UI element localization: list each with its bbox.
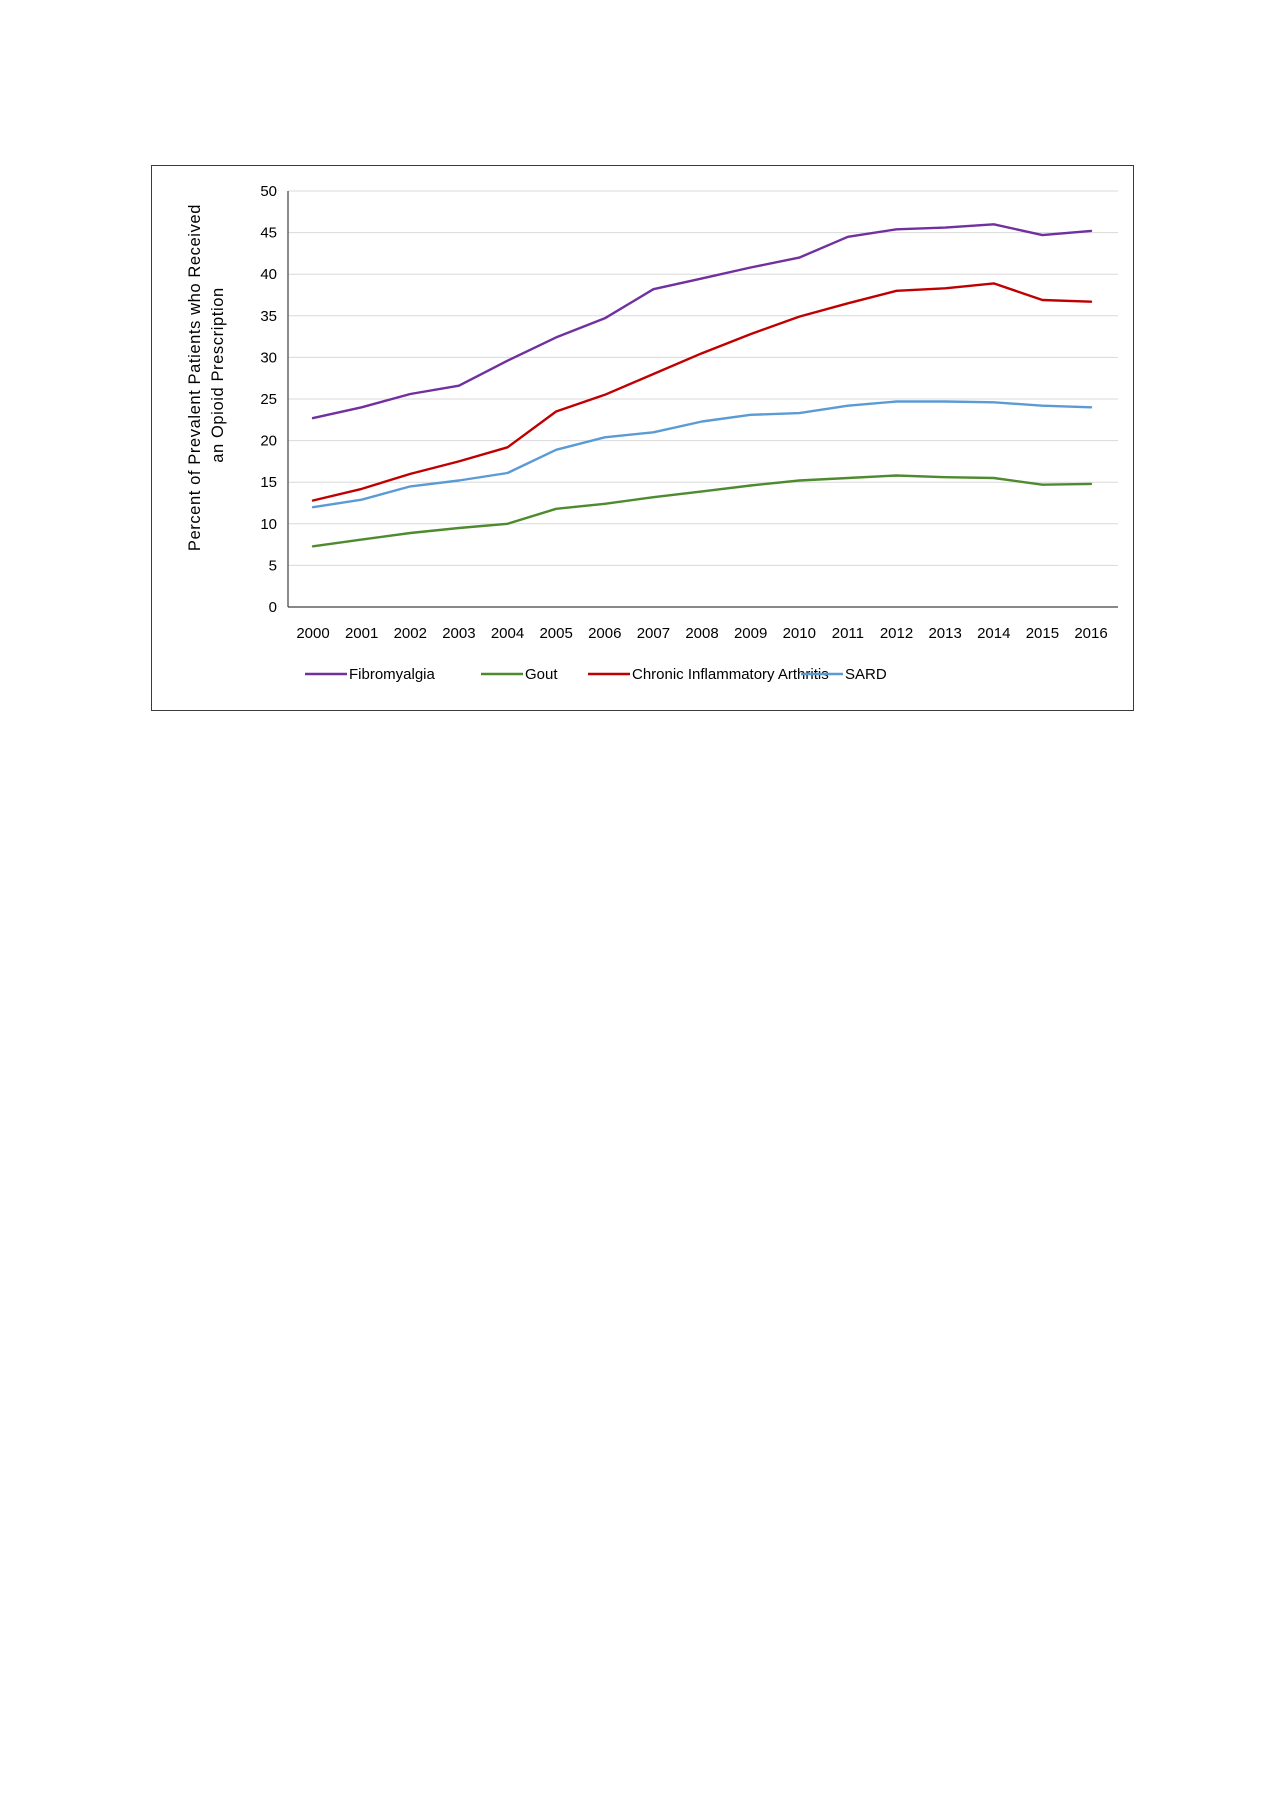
x-tick-label: 2001 — [345, 625, 378, 642]
axes — [287, 191, 1118, 608]
legend: Fibromyalgia Gout Chronic Inflammatory Art… — [305, 666, 887, 683]
legend-label: Fibromyalgia — [349, 666, 436, 683]
x-tick-label: 2008 — [685, 625, 718, 642]
x-tick-label: 2005 — [539, 625, 572, 642]
y-tick-label: 10 — [260, 516, 277, 533]
x-tick-label: 2015 — [1026, 625, 1059, 642]
x-tick-label: 2006 — [588, 625, 621, 642]
chart-frame: 0 5 10 15 20 25 30 35 40 45 50 2000 2001 2002 2003 200… — [151, 165, 1134, 711]
x-tick-label: 2003 — [442, 625, 475, 642]
y-tick-label: 25 — [260, 391, 277, 408]
series-line-sard — [311, 400, 1093, 509]
series-line-gout — [311, 474, 1093, 548]
y-tick-label: 30 — [260, 349, 277, 366]
x-tick-label: 2016 — [1074, 625, 1107, 642]
x-tick-label: 2010 — [783, 625, 816, 642]
legend-label: Chronic Inflammatory Arthritis — [632, 666, 829, 683]
x-tick-label: 2009 — [734, 625, 767, 642]
y-tick-label: 35 — [260, 308, 277, 325]
x-tick-label: 2000 — [296, 625, 329, 642]
x-tick-label: 2011 — [832, 625, 864, 642]
x-tick-labels: 2000 2001 2002 2003 2004 2005 2006 2007 2008 2009… — [296, 625, 1107, 642]
series-line-fibromyalgia — [311, 223, 1093, 420]
gridlines — [288, 190, 1118, 566]
y-axis-title-line-2: an Opioid Prescription — [209, 287, 227, 463]
x-tick-label: 2013 — [928, 625, 961, 642]
x-tick-label: 2002 — [394, 625, 427, 642]
series-line-chronic-inflammatory-arthritis — [311, 282, 1093, 502]
y-tick-label: 20 — [260, 433, 277, 450]
legend-label: SARD — [845, 666, 887, 683]
y-tick-label: 15 — [260, 474, 277, 491]
y-tick-label: 40 — [260, 266, 277, 283]
x-tick-label: 2012 — [880, 625, 913, 642]
legend-label: Gout — [525, 666, 558, 683]
x-tick-label: 2004 — [491, 625, 524, 642]
y-axis-title: Percent of Prevalent Patients who Receiv… — [186, 199, 227, 551]
y-tick-label: 5 — [269, 557, 277, 574]
y-axis-title-line-1: Percent of Prevalent Patients who Receiv… — [186, 204, 204, 551]
y-tick-label: 45 — [260, 225, 277, 242]
y-tick-label: 0 — [269, 599, 277, 616]
x-tick-label: 2014 — [977, 625, 1010, 642]
y-tick-labels: 0 5 10 15 20 25 30 35 40 45 50 — [260, 183, 277, 616]
y-tick-label: 50 — [260, 183, 277, 200]
x-tick-label: 2007 — [637, 625, 670, 642]
series-lines — [311, 223, 1093, 548]
